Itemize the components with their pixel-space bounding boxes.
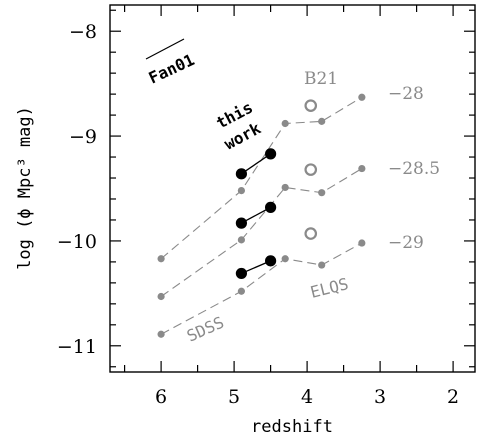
- y-tick-label: −8: [69, 21, 97, 43]
- x-tick-label: 2: [447, 386, 459, 408]
- elqs-label: ELQS: [308, 274, 350, 302]
- magnitude-label-28: −28: [388, 84, 424, 104]
- y-tick-label: −9: [69, 126, 97, 148]
- literature-point: [318, 189, 326, 197]
- data-points: [157, 93, 366, 338]
- this-work-point: [265, 148, 277, 160]
- b21-point: [304, 227, 318, 240]
- plot-frame: [109, 4, 476, 373]
- magnitude-label-29: −29: [388, 233, 424, 253]
- this-work-point: [265, 255, 277, 267]
- literature-line-0: [160, 96, 363, 260]
- literature-point: [358, 164, 366, 173]
- y-axis-label: log (ϕ Mpc³ mag): [15, 106, 35, 270]
- literature-point: [281, 119, 289, 128]
- x-axis-label: redshift: [251, 417, 333, 437]
- y-tick-label: −10: [57, 231, 97, 253]
- literature-point: [237, 186, 245, 195]
- fan01-legend-line: [145, 38, 185, 60]
- this-work-point: [265, 201, 277, 213]
- x-tick-label: 6: [155, 386, 167, 408]
- this-work-point: [235, 267, 247, 280]
- b21-label: B21: [304, 69, 338, 89]
- literature-point: [318, 261, 326, 269]
- literature-point: [358, 239, 366, 247]
- literature-point: [157, 292, 165, 301]
- sdss-label: SDSS: [184, 313, 227, 346]
- y-tick-label: −11: [57, 336, 97, 358]
- literature-point: [281, 183, 289, 192]
- literature-point: [237, 236, 245, 244]
- literature-point: [157, 330, 165, 338]
- axis-tick-labels: 6 5 4 3 2 −8 −9 −10 −11: [57, 21, 459, 408]
- this-work-line-0: [241, 153, 271, 175]
- literature-point: [237, 287, 245, 295]
- b21-point: [304, 99, 318, 112]
- magnitude-label-28-5: −28.5: [388, 159, 440, 179]
- literature-point: [358, 93, 366, 101]
- this-work-point: [235, 217, 247, 229]
- b21-point: [304, 163, 318, 176]
- literature-point: [281, 255, 289, 263]
- this-work-point: [235, 168, 247, 180]
- x-tick-label: 3: [374, 386, 386, 408]
- axis-ticks: [110, 5, 475, 372]
- literature-point: [318, 117, 326, 125]
- x-tick-label: 4: [301, 386, 313, 408]
- x-tick-label: 5: [228, 386, 240, 408]
- literature-point: [157, 255, 165, 263]
